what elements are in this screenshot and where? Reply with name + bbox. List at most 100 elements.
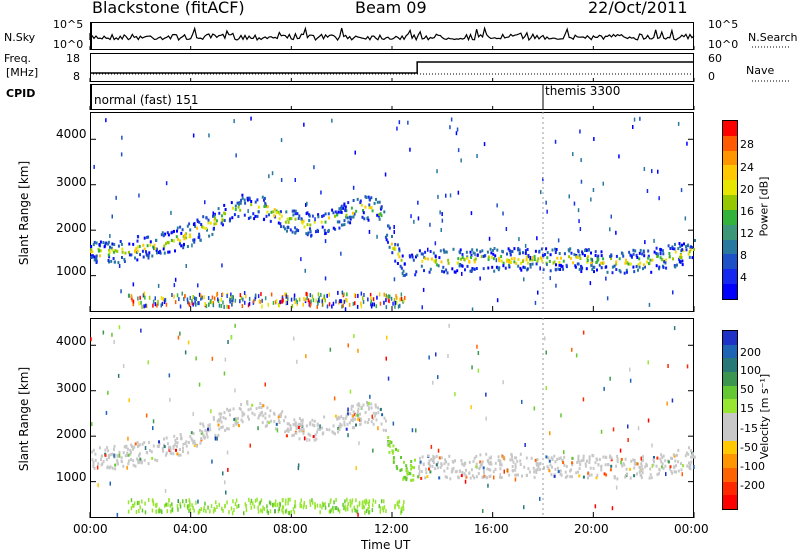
echo-cell — [280, 225, 282, 228]
echo-cell — [200, 437, 203, 441]
echo-cell — [121, 250, 124, 254]
echo-cell — [216, 419, 219, 423]
echo-cell — [111, 452, 114, 456]
noise-cell — [611, 506, 614, 511]
noise-cell — [234, 323, 236, 328]
power-cb-tick-28: 28 — [740, 138, 754, 151]
echo-cell — [258, 414, 261, 418]
ground-echo-cell — [226, 500, 228, 505]
ground-echo-cell — [133, 503, 135, 508]
echo-cell — [458, 262, 461, 266]
echo-cell — [391, 246, 394, 250]
echo-cell — [489, 247, 492, 251]
echo-cell — [542, 254, 545, 258]
echo-cell — [595, 476, 598, 480]
echo-cell — [562, 259, 565, 263]
echo-cell — [368, 206, 371, 210]
echo-cell — [375, 197, 377, 201]
noise-cell — [304, 268, 306, 273]
echo-cell — [234, 417, 237, 421]
echo-cell — [308, 422, 311, 426]
ground-echo-cell — [305, 297, 307, 302]
echo-cell — [309, 223, 312, 227]
echo-cell — [364, 420, 367, 424]
noise-cell — [211, 356, 214, 361]
echo-cell — [340, 208, 342, 212]
ground-echo-cell — [385, 293, 387, 298]
echo-cell — [658, 267, 660, 271]
echo-cell — [590, 473, 593, 477]
ground-echo-cell — [233, 507, 235, 512]
echo-cell — [302, 427, 305, 431]
echo-cell — [457, 476, 460, 480]
ground-echo-cell — [182, 499, 184, 504]
echo-cell — [500, 463, 503, 467]
ground-echo-cell — [284, 509, 287, 514]
ground-echo-cell — [346, 505, 349, 510]
echo-cell — [609, 454, 612, 458]
echo-cell — [529, 265, 532, 269]
ground-echo-cell — [397, 502, 399, 507]
echo-cell — [183, 242, 185, 246]
echo-cell — [461, 256, 464, 259]
noise-cell — [606, 296, 609, 301]
ground-echo-cell — [204, 301, 206, 306]
echo-cell — [184, 441, 187, 445]
ground-echo-cell — [189, 500, 191, 505]
echo-cell — [262, 414, 265, 418]
ground-echo-cell — [293, 293, 296, 298]
echo-cell — [557, 470, 560, 474]
echo-cell — [380, 206, 383, 210]
echo-cell — [205, 227, 208, 231]
ground-echo-cell — [232, 295, 234, 300]
ground-echo-cell — [399, 303, 401, 308]
echo-cell — [247, 415, 249, 419]
echo-cell — [162, 449, 165, 453]
echo-cell — [91, 458, 94, 462]
echo-cell — [372, 417, 375, 420]
echo-cell — [692, 452, 694, 456]
echo-cell — [345, 427, 348, 431]
ground-echo-cell — [357, 293, 359, 298]
echo-cell — [570, 256, 572, 260]
echo-cell — [652, 463, 655, 467]
echo-cell — [551, 248, 554, 252]
echo-cell — [644, 265, 646, 269]
noise-cell — [545, 200, 547, 205]
echo-cell — [633, 466, 636, 470]
echo-cell — [411, 253, 414, 257]
echo-cell — [161, 231, 164, 235]
echo-cell — [381, 413, 384, 417]
echo-cell — [581, 252, 584, 256]
ground-echo-cell — [370, 299, 372, 304]
ground-echo-cell — [285, 300, 288, 305]
echo-cell — [162, 234, 165, 238]
echo-cell — [109, 453, 112, 457]
echo-cell — [646, 464, 648, 468]
echo-cell — [470, 254, 473, 257]
echo-cell — [107, 259, 110, 262]
echo-cell — [675, 464, 677, 468]
noise-cell — [523, 277, 525, 282]
echo-cell — [498, 266, 501, 270]
ground-echo-cell — [210, 504, 213, 509]
echo-cell — [412, 478, 415, 482]
echo-cell — [487, 255, 490, 259]
echo-cell — [165, 436, 168, 440]
noise-cell — [371, 414, 373, 419]
echo-cell — [514, 465, 517, 469]
echo-cell — [497, 455, 500, 459]
echo-cell — [460, 459, 463, 463]
echo-cell — [596, 473, 599, 477]
echo-cell — [671, 247, 674, 251]
echo-cell — [183, 233, 186, 237]
noise-cell — [93, 164, 95, 169]
echo-cell — [107, 449, 110, 453]
echo-cell — [594, 254, 597, 257]
xtick-4: 04:00 — [173, 522, 208, 536]
echo-cell — [349, 221, 352, 225]
echo-cell — [640, 476, 643, 480]
echo-cell — [286, 226, 289, 230]
echo-cell — [446, 271, 449, 275]
echo-cell — [147, 253, 150, 257]
